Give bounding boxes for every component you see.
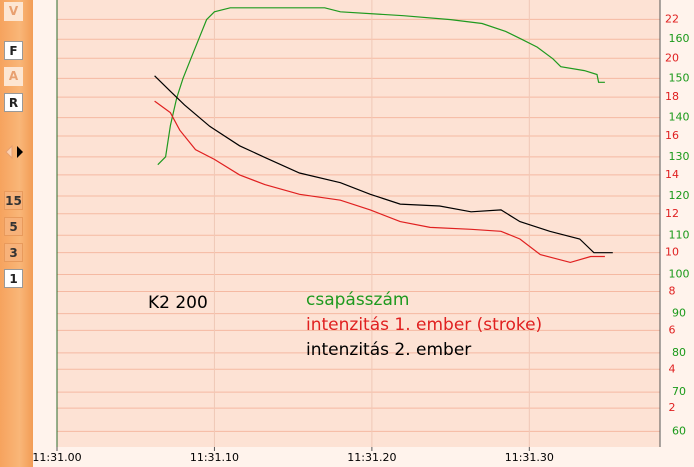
y-tick-label: 2 [669,401,676,414]
x-tick-label: 11:31.30 [505,451,554,464]
legend-entry: csapásszám [306,290,409,310]
y-tick-label: 14 [665,168,679,181]
y-tick-label: 18 [665,90,679,103]
x-tick-label: 11:31.00 [32,451,81,464]
scroll-arrows[interactable] [3,144,25,160]
y2-tick-label: 60 [672,424,686,437]
toolbar: V F A R 15 5 3 1 [0,0,33,467]
annotation: K2 200 [148,293,208,313]
y2-tick-label: 150 [669,71,690,84]
y-tick-label: 12 [665,207,679,220]
series-line [154,100,605,264]
y2-tick-label: 70 [672,385,686,398]
view-button[interactable]: A [4,67,23,86]
legend-entry: intenzitás 1. ember (stroke) [306,315,542,335]
zoom-button[interactable]: 3 [4,243,23,262]
y2-tick-label: 90 [672,307,686,320]
series-line [154,75,613,254]
y-tick-label: 20 [665,51,679,64]
view-button[interactable]: V [4,2,23,21]
y2-tick-label: 120 [669,189,690,202]
zoom-button[interactable]: 15 [4,191,23,210]
y2-tick-label: 140 [669,111,690,124]
zoom-button[interactable]: 1 [4,269,23,288]
y-tick-label: 16 [665,129,679,142]
y2-tick-label: 130 [669,150,690,163]
x-tick-label: 11:31.10 [190,451,239,464]
y2-tick-label: 110 [669,228,690,241]
y-tick-label: 6 [669,323,676,336]
view-button[interactable]: F [4,41,23,60]
view-button[interactable]: R [4,93,23,112]
series-line [157,7,605,166]
x-tick-label: 11:31.20 [347,451,396,464]
y-tick-label: 22 [665,12,679,25]
y-tick-label: 4 [669,362,676,375]
y2-tick-label: 100 [669,267,690,280]
y-tick-label: 8 [669,285,676,298]
y2-tick-label: 160 [669,32,690,45]
y-tick-label: 10 [665,246,679,259]
legend-entry: intenzitás 2. ember [306,340,471,360]
zoom-button[interactable]: 5 [4,217,23,236]
y2-tick-label: 80 [672,346,686,359]
plot-area [57,0,660,447]
